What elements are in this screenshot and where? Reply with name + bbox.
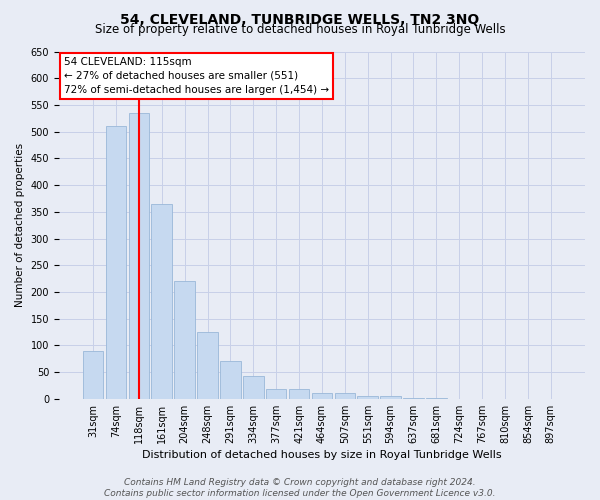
Bar xyxy=(311,394,332,399)
Bar xyxy=(106,126,126,399)
Bar xyxy=(151,204,172,399)
Bar xyxy=(220,362,241,399)
Y-axis label: Number of detached properties: Number of detached properties xyxy=(15,143,25,307)
Bar xyxy=(128,113,149,399)
Bar xyxy=(175,282,195,399)
Bar xyxy=(289,389,310,399)
Bar xyxy=(335,394,355,399)
Bar xyxy=(426,398,446,399)
Bar xyxy=(358,396,378,399)
Text: 54 CLEVELAND: 115sqm
← 27% of detached houses are smaller (551)
72% of semi-deta: 54 CLEVELAND: 115sqm ← 27% of detached h… xyxy=(64,56,329,94)
Bar xyxy=(403,398,424,399)
Bar xyxy=(243,376,263,399)
Bar xyxy=(83,350,103,399)
Text: Size of property relative to detached houses in Royal Tunbridge Wells: Size of property relative to detached ho… xyxy=(95,24,505,36)
Text: 54, CLEVELAND, TUNBRIDGE WELLS, TN2 3NQ: 54, CLEVELAND, TUNBRIDGE WELLS, TN2 3NQ xyxy=(121,12,479,26)
Text: Contains HM Land Registry data © Crown copyright and database right 2024.
Contai: Contains HM Land Registry data © Crown c… xyxy=(104,478,496,498)
Bar xyxy=(380,396,401,399)
Bar xyxy=(197,332,218,399)
X-axis label: Distribution of detached houses by size in Royal Tunbridge Wells: Distribution of detached houses by size … xyxy=(142,450,502,460)
Bar xyxy=(266,389,286,399)
